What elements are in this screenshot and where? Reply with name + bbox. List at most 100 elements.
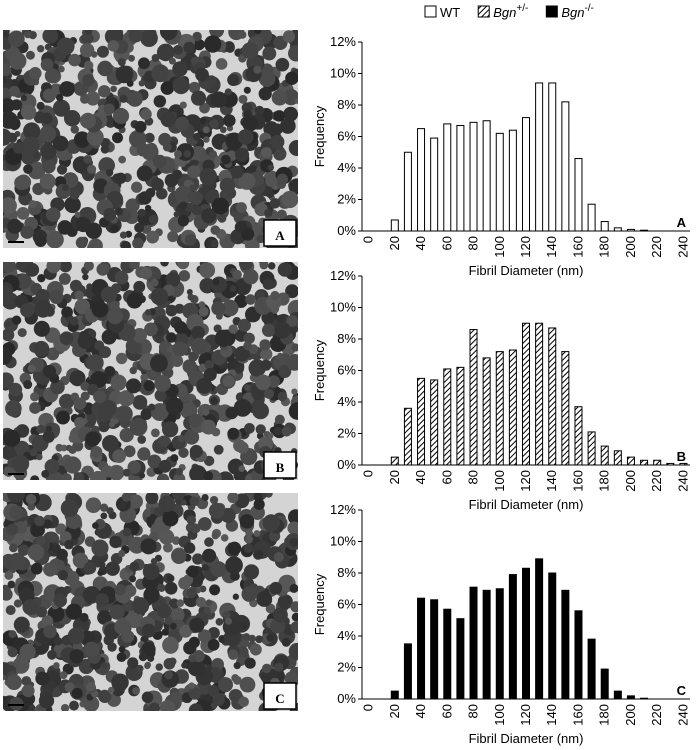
- fibril: [7, 580, 16, 589]
- fibril: [269, 198, 281, 209]
- fibril: [81, 32, 94, 45]
- fibril: [180, 499, 187, 506]
- bar: [548, 82, 557, 232]
- fibril: [198, 301, 206, 309]
- x-tick-label: 140: [544, 236, 559, 258]
- fibril: [85, 30, 93, 35]
- fibril: [158, 495, 176, 513]
- fibril: [53, 637, 63, 646]
- fibril: [276, 173, 289, 185]
- fibril: [42, 88, 56, 102]
- fibril: [123, 632, 132, 642]
- fibril: [182, 574, 194, 585]
- fibril: [267, 262, 276, 270]
- x-tick-label: 80: [466, 236, 481, 250]
- fibril: [212, 278, 220, 286]
- fibril: [244, 422, 255, 434]
- bar: [456, 124, 465, 232]
- y-tick-label: 4%: [337, 394, 356, 409]
- fibril: [186, 588, 197, 599]
- fibril: [83, 641, 100, 658]
- fibril: [82, 74, 95, 87]
- fibril: [195, 596, 207, 608]
- fibril: [233, 676, 242, 685]
- x-tick-label: 0: [361, 236, 376, 243]
- x-tick-label: 180: [597, 704, 612, 726]
- fibril: [228, 688, 243, 703]
- fibril: [9, 52, 27, 70]
- fibril: [122, 468, 131, 477]
- fibril: [151, 428, 160, 438]
- fibril: [94, 340, 105, 351]
- fibril: [128, 54, 135, 62]
- fibril: [148, 403, 156, 411]
- fibril: [132, 687, 140, 695]
- fibril: [110, 374, 127, 391]
- bar: [403, 407, 412, 466]
- fibril: [61, 183, 69, 192]
- fibril: [168, 57, 176, 65]
- fibril: [16, 273, 32, 290]
- fibril: [96, 45, 109, 58]
- fibril: [260, 590, 270, 600]
- fibril: [3, 89, 8, 98]
- x-tick-label: 220: [649, 236, 664, 258]
- fibril: [199, 117, 207, 124]
- fibril: [115, 65, 134, 84]
- bar: [390, 690, 399, 700]
- legend-label: WT: [440, 5, 460, 20]
- fibril: [134, 222, 145, 233]
- fibril: [125, 198, 140, 213]
- fibril: [106, 507, 114, 515]
- fibril: [202, 548, 217, 563]
- fibril: [100, 286, 118, 303]
- fibril: [294, 97, 298, 105]
- fibril: [237, 318, 251, 332]
- bar: [390, 219, 399, 232]
- fibril: [6, 523, 19, 536]
- fibril: [162, 142, 172, 152]
- fibril: [263, 388, 274, 399]
- fibril: [179, 101, 187, 109]
- fibril: [188, 687, 202, 700]
- y-tick-label: 0%: [337, 457, 356, 472]
- fibril: [188, 81, 201, 94]
- fibril: [140, 373, 149, 382]
- bar: [469, 586, 478, 700]
- fibril: [100, 465, 114, 478]
- y-axis-title: Frequency: [312, 573, 327, 635]
- fibril: [44, 459, 60, 474]
- fibril: [230, 165, 244, 179]
- fibril: [291, 612, 298, 622]
- x-tick-label: 120: [518, 470, 533, 492]
- fibril: [99, 503, 109, 512]
- fibril: [128, 536, 146, 554]
- fibril: [127, 91, 143, 107]
- fibril: [59, 81, 75, 97]
- x-tick-label: 60: [439, 704, 454, 718]
- fibril: [74, 298, 91, 315]
- legend-name: WT: [440, 5, 460, 20]
- fibril: [267, 164, 274, 171]
- micrograph: A: [3, 30, 298, 248]
- fibril: [284, 671, 298, 686]
- fibril: [80, 207, 91, 218]
- fibril: [288, 45, 298, 62]
- fibril: [123, 445, 136, 458]
- fibril: [210, 397, 218, 405]
- fibril: [99, 561, 106, 569]
- fibril: [83, 262, 94, 271]
- fibril: [102, 434, 119, 452]
- fibril: [60, 703, 70, 711]
- fibril: [101, 329, 117, 345]
- fibril: [107, 686, 115, 694]
- fibril: [144, 204, 152, 212]
- fibril: [56, 164, 68, 175]
- fibril: [3, 128, 12, 146]
- fibril: [3, 262, 16, 273]
- fibril: [47, 650, 57, 660]
- fibril: [83, 561, 97, 575]
- fibril: [239, 514, 255, 529]
- fibril: [272, 607, 288, 623]
- fibril: [287, 509, 298, 525]
